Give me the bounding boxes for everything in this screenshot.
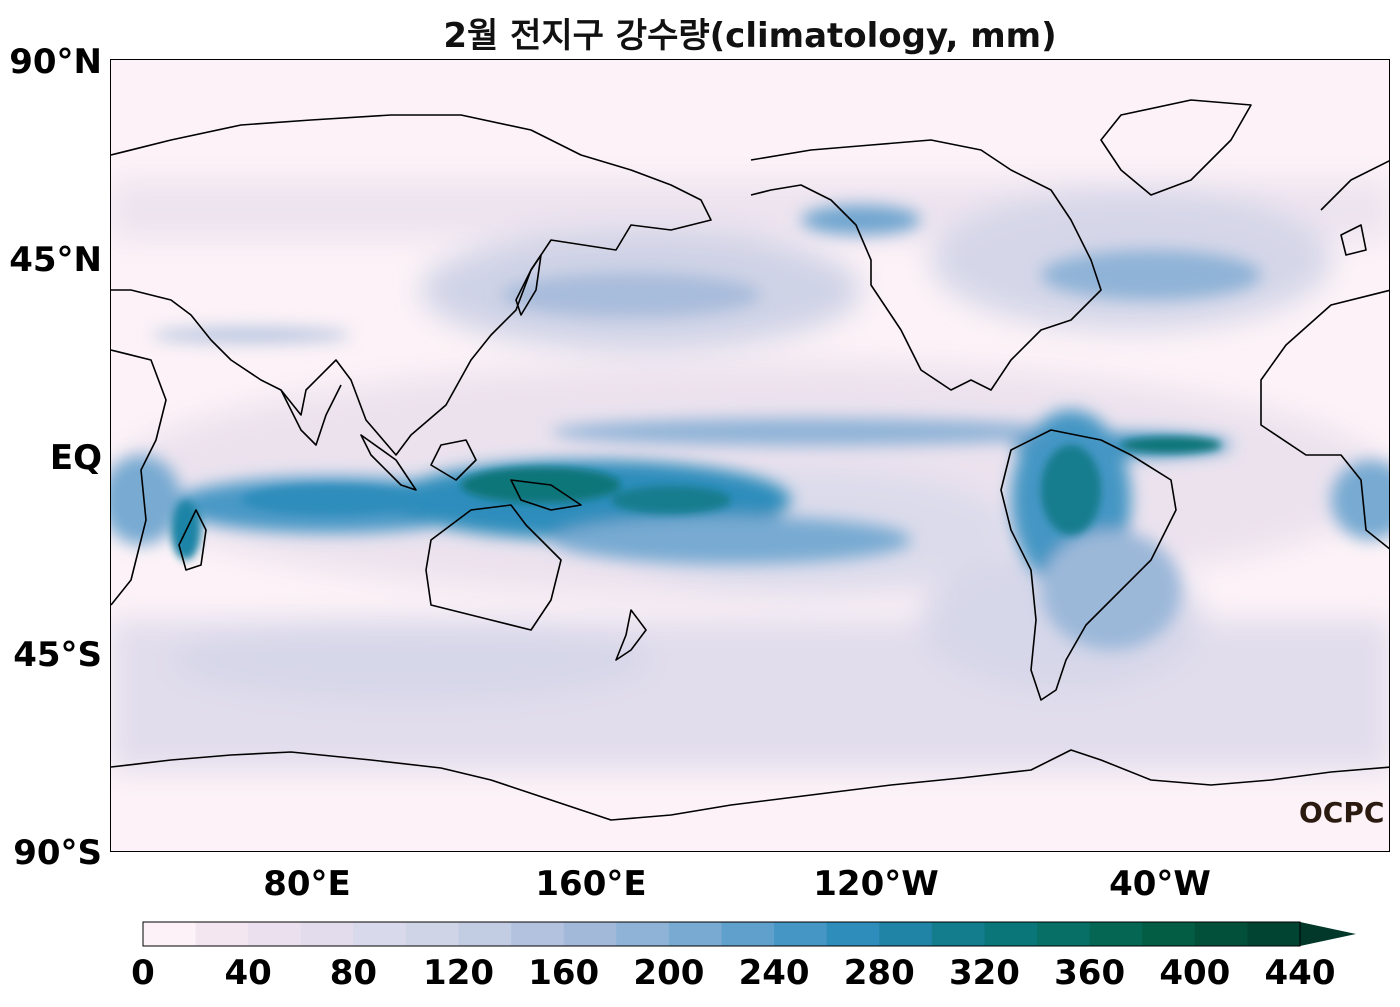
colorbar-cell [195, 922, 249, 946]
colorbar-cell [879, 922, 933, 946]
lat-label-45n: 45°N [9, 240, 102, 280]
colorbar-tick-label: 0 [131, 953, 155, 993]
coast-greenland [1100, 99, 1252, 196]
colorbar-cell [984, 922, 1038, 946]
colorbar-tick-label: 160 [528, 953, 600, 993]
lat-label-45s: 45°S [13, 635, 102, 675]
colorbar-cell [1037, 922, 1091, 946]
coast-borneo [430, 439, 477, 481]
map-title: 2월 전지구 강수량(climatology, mm) [443, 16, 1057, 56]
precipitation-map: OCPC [110, 59, 1390, 852]
coast-north-america [750, 139, 1102, 391]
colorbar-cell [458, 922, 512, 946]
colorbar-tick-label: 280 [843, 953, 915, 993]
colorbar-cell [1194, 922, 1249, 946]
coast-south-america [1000, 429, 1177, 701]
coast-japan [515, 254, 542, 316]
coast-madagascar [178, 509, 207, 571]
colorbar-tick-label: 40 [224, 953, 272, 993]
colorbar-tick-label: 400 [1159, 953, 1231, 993]
lat-label-eq: EQ [49, 438, 102, 478]
colorbar-cell [1089, 922, 1143, 946]
coast-newzealand [615, 609, 647, 661]
lon-label-120w: 120°W [813, 864, 939, 904]
colorbar-tick-label: 320 [948, 953, 1020, 993]
colorbar-tick-label: 120 [423, 953, 495, 993]
coast-sumatra [360, 434, 417, 491]
coast-india [280, 384, 342, 446]
colorbar-outline [142, 921, 1301, 947]
coastlines [111, 99, 1389, 821]
lon-label-40w: 40°W [1109, 864, 1211, 904]
map-canvas [111, 99, 1389, 821]
lat-label-90s: 90°S [13, 833, 102, 873]
coast-australia [425, 504, 562, 631]
colorbar-tick-label: 440 [1264, 953, 1336, 993]
colorbar-cell [300, 922, 354, 946]
colorbar-cell [563, 922, 617, 946]
coast-africa-west [1260, 289, 1389, 550]
colorbar-cell [721, 922, 775, 946]
ocpc-logo: OCPC [1299, 796, 1385, 829]
colorbar-cell [353, 922, 407, 946]
colorbar-cell [826, 922, 880, 946]
colorbar-cell [1142, 922, 1196, 946]
colorbar-cell [1247, 922, 1301, 946]
lon-label-80e: 80°E [263, 864, 351, 904]
colorbar-cell [774, 922, 828, 946]
coast-antarctica [111, 749, 1389, 821]
coast-eurasia [111, 114, 712, 456]
colorbar-tick-label: 200 [633, 953, 705, 993]
coast-newguinea [510, 479, 582, 511]
precip-field-cores [171, 437, 1221, 560]
colorbar-cell [248, 922, 302, 946]
colorbar-tick-label: 360 [1054, 953, 1126, 993]
colorbar-cell [931, 922, 986, 946]
colorbar-extend-arrow [1300, 922, 1356, 946]
colorbar-cell [405, 922, 460, 946]
colorbar-tick-label: 240 [738, 953, 810, 993]
colorbar-cell [668, 922, 723, 946]
colorbar [142, 921, 1356, 947]
coast-africa-east [111, 349, 167, 606]
coast-europe-nw [1320, 160, 1389, 256]
colorbar-cell [143, 922, 197, 946]
colorbar-cell [616, 922, 670, 946]
lat-label-90n: 90°N [9, 42, 102, 82]
colorbar-tick-label: 80 [329, 953, 378, 993]
colorbar-cells [143, 922, 1301, 946]
colorbar-cell [511, 922, 565, 946]
lon-label-160e: 160°E [535, 864, 647, 904]
